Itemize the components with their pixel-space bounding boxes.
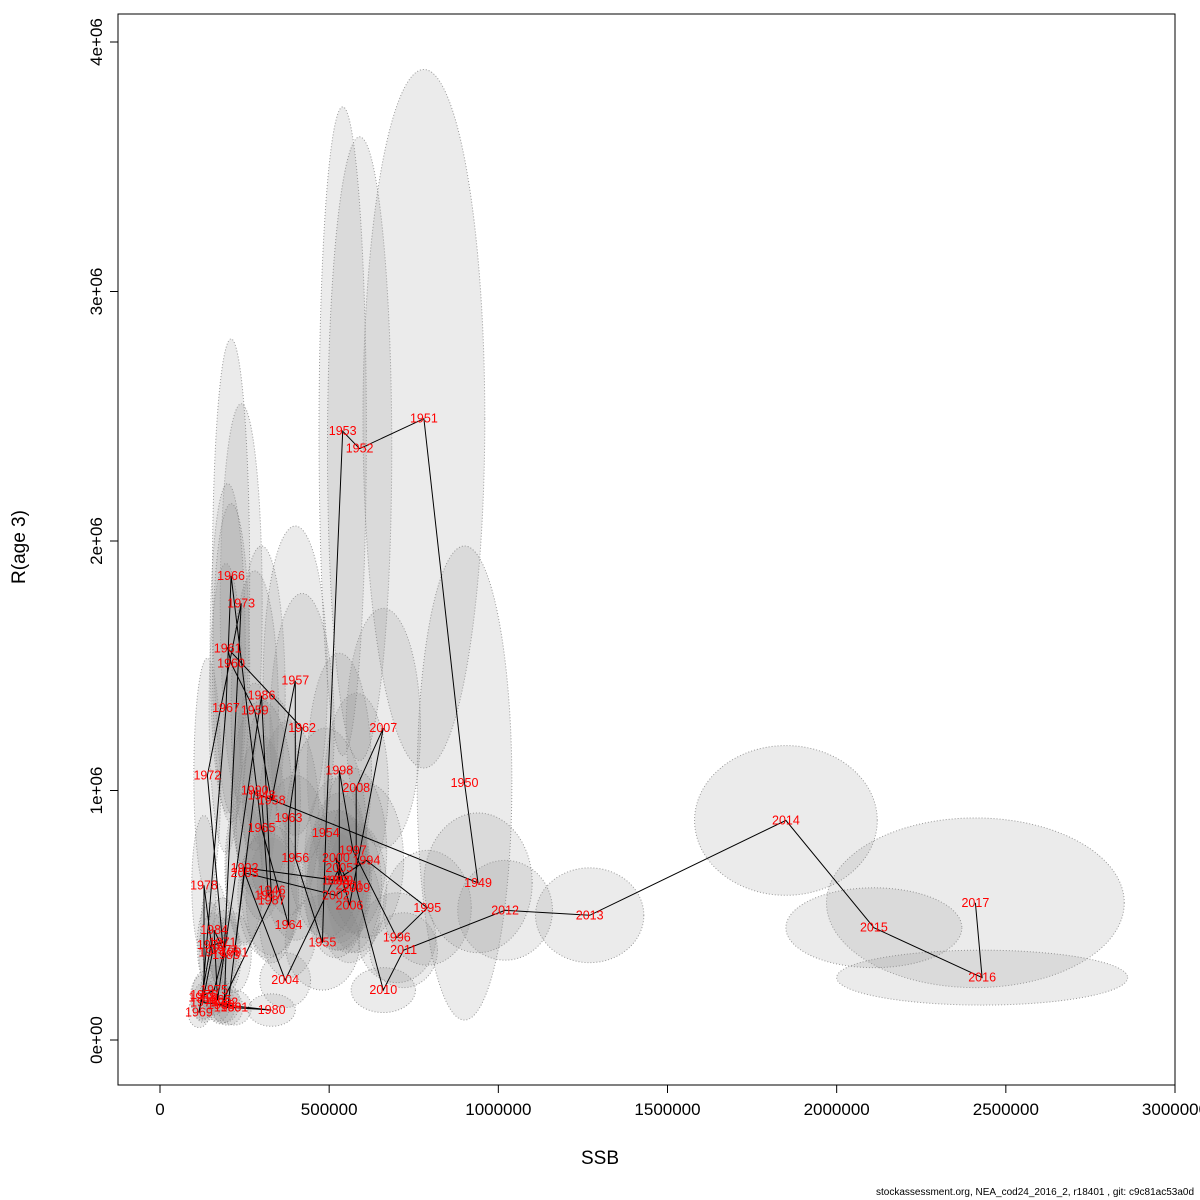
year-label: 2010	[369, 983, 397, 997]
year-label: 2007	[369, 721, 397, 735]
year-path-line	[198, 417, 983, 1013]
x-tick-label: 1000000	[465, 1100, 531, 1119]
year-label: 2005	[325, 861, 353, 875]
year-label: 1958	[258, 793, 286, 807]
year-label: 2017	[961, 896, 989, 910]
year-label: 1957	[281, 674, 309, 688]
year-label: 1996	[383, 931, 411, 945]
year-label: 1978	[190, 878, 218, 892]
year-label: 1986	[248, 689, 276, 703]
year-label: 1993	[322, 873, 350, 887]
year-label: 1950	[451, 776, 479, 790]
year-label: 1974	[210, 943, 238, 957]
year-label: 1968	[188, 991, 216, 1005]
year-label: 2012	[491, 903, 519, 917]
year-label: 1997	[339, 843, 367, 857]
year-label: 2000	[322, 851, 350, 865]
year-label: 1999	[325, 873, 353, 887]
year-label: 1973	[227, 596, 255, 610]
year-label: 1960	[217, 656, 245, 670]
year-label: 1965	[248, 821, 276, 835]
year-label: 1990	[241, 784, 269, 798]
year-label: 2011	[390, 943, 417, 957]
year-label: 1966	[217, 569, 245, 583]
year-label: 1994	[352, 853, 380, 867]
year-label: 1980	[258, 1003, 286, 1017]
year-label: 1985	[204, 993, 232, 1007]
x-axis-title: SSB	[580, 1148, 620, 1169]
year-label: 1967	[212, 701, 240, 715]
year-label: 1987	[258, 893, 286, 907]
year-label: 2001	[336, 878, 364, 892]
year-label: 1963	[275, 811, 303, 825]
year-label: 1976	[190, 988, 218, 1002]
x-tick-label: 1500000	[634, 1100, 700, 1119]
year-label: 2013	[576, 908, 604, 922]
year-label: 1989	[214, 1001, 242, 1015]
year-label: 1953	[329, 424, 357, 438]
year-label: 2006	[336, 898, 364, 912]
x-tick-label: 500000	[301, 1100, 358, 1119]
y-axis: 0e+00 1e+06 2e+06 3e+06 4e+06	[87, 18, 118, 1064]
year-label: 1959	[241, 704, 269, 718]
year-label: 1962	[288, 721, 316, 735]
year-label: 1979	[190, 996, 218, 1010]
year-label: 1988	[207, 998, 235, 1012]
y-tick-label: 4e+06	[87, 18, 106, 66]
plot-box	[117, 13, 1176, 1086]
year-label: 2003	[231, 866, 259, 880]
year-label: 1956	[281, 851, 309, 865]
year-label: 1981	[221, 1001, 249, 1015]
year-label: 2004	[271, 973, 299, 987]
year-label: 1983	[212, 948, 240, 962]
year-label: 2002	[322, 888, 350, 902]
year-label: 1984	[200, 923, 228, 937]
year-label: 1948	[248, 788, 276, 802]
year-label: 2008	[342, 781, 370, 795]
year-label: 1995	[413, 901, 441, 915]
year-label: 1975	[200, 983, 228, 997]
year-label: 1954	[312, 826, 340, 840]
y-axis-title: R(age 3)	[9, 510, 30, 584]
year-label: 1964	[275, 918, 303, 932]
year-label: 1992	[231, 861, 259, 875]
year-label: 1946	[258, 883, 286, 897]
x-tick-label: 0	[155, 1100, 164, 1119]
year-label: 1961	[214, 641, 242, 655]
x-tick-label: 2000000	[804, 1100, 870, 1119]
year-label: 1952	[346, 442, 374, 456]
y-tick-label: 2e+06	[87, 517, 106, 565]
year-label: 1991	[221, 946, 249, 960]
year-label: 1969	[185, 1006, 213, 1020]
year-label: 1955	[308, 936, 336, 950]
year-label: 2014	[772, 813, 800, 827]
year-label: 2009	[342, 881, 370, 895]
assessment-source-caption: stockassessment.org, NEA_cod24_2016_2, r…	[876, 1187, 1194, 1198]
x-tick-label: 2500000	[973, 1100, 1039, 1119]
y-tick-label: 3e+06	[87, 268, 106, 316]
y-tick-label: 0e+00	[87, 1016, 106, 1064]
year-label: 1970	[197, 938, 225, 952]
year-label: 1982	[210, 996, 238, 1010]
year-label: 1951	[410, 412, 438, 426]
year-label: 2015	[860, 921, 888, 935]
year-label: 1949	[464, 876, 492, 890]
year-label: 1972	[193, 769, 221, 783]
year-label: 2016	[968, 971, 996, 985]
x-axis: 0 500000 1000000 1500000 2000000 2500000 30000…	[155, 1085, 1200, 1119]
year-label: 1998	[325, 764, 353, 778]
year-label: 1947	[254, 888, 282, 902]
year-label: 1977	[199, 946, 227, 960]
y-tick-label: 1e+06	[87, 767, 106, 815]
year-label: 1971	[209, 936, 237, 950]
